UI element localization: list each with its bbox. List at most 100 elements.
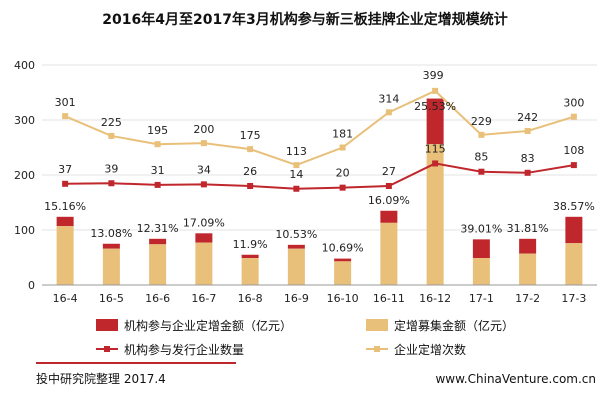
legend-label-bar-top: 机构参与企业定增金额（亿元） [124,318,292,333]
point-count [432,160,439,167]
label-count: 37 [58,163,72,176]
bar-institution-amount [334,258,352,262]
bar-raised-amount [56,226,74,285]
y-tick-label: 100 [14,224,35,237]
bar-institution-amount [472,239,490,259]
x-tick-label: 16-10 [327,292,359,305]
point-times [524,128,531,134]
legend-marker-line-times [374,346,380,352]
label-times: 301 [55,96,76,109]
x-tick-label: 17-2 [515,292,540,305]
bar-raised-amount [565,243,583,285]
bar-raised-amount [102,248,120,285]
label-count: 39 [104,162,118,175]
footer-source: 投中研究院整理 2017.4 [36,371,166,386]
legend-label-line-count: 机构参与发行企业数量 [124,342,244,357]
x-tick-label: 16-4 [53,292,78,305]
label-percent: 10.53% [275,228,317,241]
bar-institution-amount [380,210,398,223]
point-times [247,146,254,153]
bar-institution-amount [195,233,213,243]
legend-swatch-bar-top [96,319,118,331]
point-count [154,181,161,188]
point-count [339,184,346,191]
axes: 0 100 200 300 400 16-4 16-5 16-6 16-7 16-8 16-9 16-… [14,59,597,305]
label-count: 34 [197,163,211,176]
point-times [478,131,485,138]
bar-institution-amount [241,254,259,259]
point-times [154,141,161,148]
label-count: 14 [289,168,303,181]
label-count: 27 [382,165,396,178]
x-tick-label: 16-11 [373,292,405,305]
bar-institution-amount [519,238,537,254]
point-times [108,132,115,139]
legend-marker-line-count [104,346,110,352]
bar-institution-amount [149,238,167,245]
label-percent: 17.09% [183,216,225,229]
label-times: 225 [101,116,122,129]
x-tick-label: 17-1 [469,292,494,305]
x-tick-label: 16-5 [99,292,124,305]
label-percent: 39.01% [460,222,502,235]
label-count: 31 [151,164,165,177]
point-count [293,185,300,192]
label-percent: 11.9% [233,238,268,251]
bar-institution-amount [56,216,74,227]
legend-label-line-times: 企业定增次数 [394,342,466,357]
point-times [570,113,577,120]
point-times [385,109,392,116]
label-percent: 15.16% [44,200,86,213]
bar-raised-amount [241,258,259,285]
point-count [200,181,207,188]
legend-label-bar-base: 定增募集金额（亿元） [394,318,514,333]
bar-raised-amount [195,242,213,285]
point-count [478,168,485,175]
label-count: 83 [521,152,535,165]
series-line-times [64,89,575,167]
bar-raised-amount [287,248,305,285]
point-times [62,113,69,120]
bar-raised-amount [426,144,444,285]
label-count: 20 [336,167,350,180]
x-tick-label: 16-6 [145,292,170,305]
bars [56,98,583,285]
point-times [432,87,439,94]
bar-institution-amount [102,243,120,249]
label-times: 229 [471,115,492,128]
label-times: 175 [240,129,261,142]
bar-raised-amount [380,222,398,285]
label-percent: 16.09% [368,194,410,207]
point-times [339,144,346,151]
label-percent: 31.81% [507,222,549,235]
y-tick-label: 0 [28,279,35,292]
y-tick-label: 300 [14,114,35,127]
point-count [524,169,531,176]
x-tick-label: 16-7 [191,292,216,305]
point-count [385,183,392,189]
label-times: 181 [332,128,353,141]
grid [42,64,597,231]
point-times [293,162,300,169]
point-count [570,162,577,169]
bar-institution-amount [565,216,583,244]
label-count: 85 [474,151,488,164]
label-percent: 13.08% [90,227,132,240]
label-times: 300 [563,97,584,110]
y-tick-label: 200 [14,169,35,182]
lines [62,87,577,192]
label-times: 113 [286,145,307,158]
series-line-count [65,162,575,190]
label-times: 399 [423,69,444,82]
footer-website: www.ChinaVenture.com.cn [435,372,596,386]
label-times: 242 [517,111,538,124]
label-count: 115 [425,142,446,155]
chart-title: 2016年4月至2017年3月机构参与新三板挂牌企业定增规模统计 [102,11,507,28]
label-percent: 38.57% [553,200,595,213]
label-count: 108 [563,144,584,157]
x-tick-label: 16-12 [419,292,451,305]
point-count [247,183,254,189]
label-times: 200 [193,123,214,136]
legend-swatch-bar-base [366,319,388,331]
